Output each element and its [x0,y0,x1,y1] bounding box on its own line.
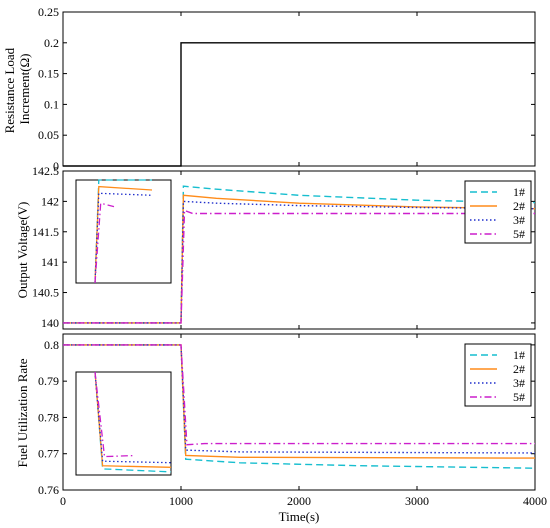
inset-series-line-2 [94,371,172,468]
series-line-3 [63,200,536,324]
y-tick-label: 141 [41,255,59,269]
y-tick-label: 0.79 [38,374,59,388]
series-line-5 [63,209,535,324]
y-tick-label: 0.78 [38,410,59,424]
y-axis-label: Fuel Utilization Rate [15,358,30,467]
inset-series-line-5 [94,202,115,284]
plot-frame [62,11,536,167]
legend-label-2: 2# [513,362,525,376]
x-tick-label: 3000 [405,494,429,508]
y-tick-label: 0.25 [38,5,59,19]
legend-label-3: 3# [513,376,525,390]
x-tick-label: 4000 [523,494,547,508]
series-line-1 [63,185,536,324]
x-tick-label: 1000 [169,494,193,508]
panel-resistance: 0 0.05 0.1 0.15 0.2 0.25 Resistance Load Incr… [2,5,536,173]
series-line-5 [63,344,535,446]
legend: 1#2#3#5# [464,343,532,407]
inset-zoom [75,371,172,476]
series-line-1 [63,344,536,469]
x-tick-label: 2000 [287,494,311,508]
panel-fuel-utilization: 0.76 0.77 0.78 0.79 0.8 0 1000 2000 3000 4000 1#… [15,333,547,524]
legend-label-3: 3# [513,213,525,227]
y-axis-label: Output Voltage(V) [15,202,30,299]
legend-label-2: 2# [513,199,525,213]
legend-label-1: 1# [513,185,525,199]
y-axis-label-line2: Increment(Ω) [17,53,32,124]
y-tick-label: 0.77 [38,447,59,461]
y-axis-label: Resistance Load Increment(Ω) [2,45,32,134]
legend: 1#2#3#5# [464,180,532,244]
y-tick-label: 0 [53,159,59,173]
y-axis-label-line1: Resistance Load [2,47,17,133]
y-tick-label: 140.5 [32,286,59,300]
series-line-load [63,42,535,167]
legend-label-5: 5# [513,390,525,404]
y-tick-label: 142.5 [32,164,59,178]
y-tick-label: 141.5 [32,225,59,239]
panel-output-voltage: 140 140.5 141 141.5 142 142.5 1#2#3#5# Output… [15,164,536,330]
legend-box [464,180,532,244]
y-tick-label: 0.15 [38,67,59,81]
inset-zoom [75,179,172,284]
inset-series-line-3 [94,192,153,284]
y-tick-label: 0.1 [44,97,59,111]
y-tick-label: 0.05 [38,128,59,142]
y-tick-label: 0.76 [38,483,59,497]
y-tick-label: 0.8 [44,338,59,352]
x-axis-label: Time(s) [279,509,320,524]
legend-label-5: 5# [513,227,525,241]
x-tick-label: 0 [60,494,66,508]
inset-series-line-5 [94,371,134,458]
legend-label-1: 1# [513,348,525,362]
y-tick-label: 142 [41,194,59,208]
y-tick-label: 140 [41,316,59,330]
y-tick-label: 0.2 [44,36,59,50]
